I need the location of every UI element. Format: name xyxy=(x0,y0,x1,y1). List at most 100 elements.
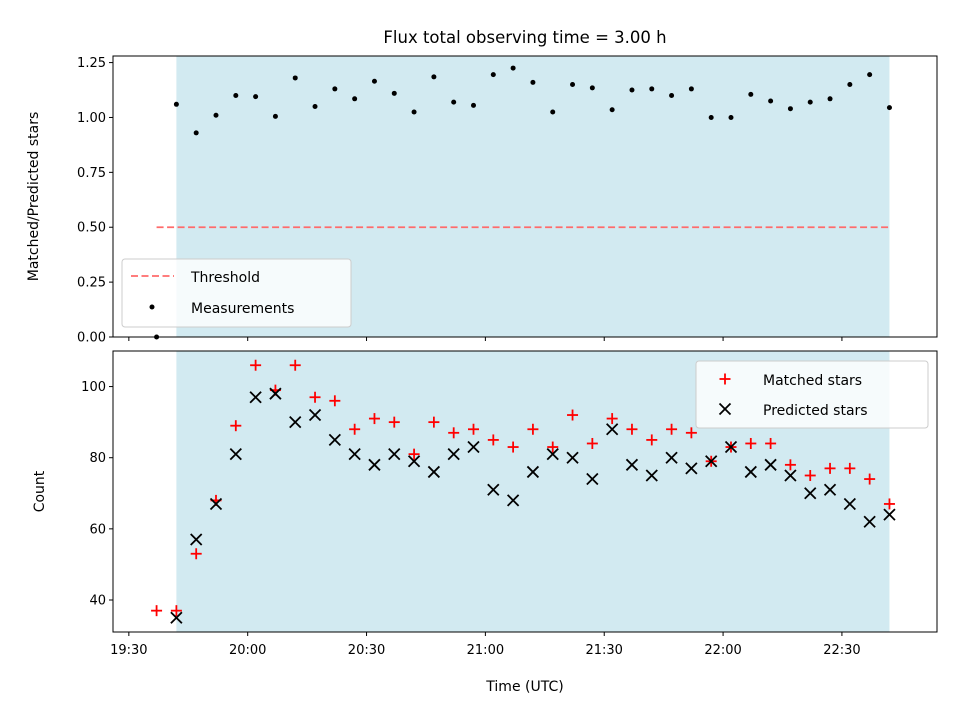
matched-point xyxy=(804,469,816,481)
legend-measurement-label: Measurements xyxy=(191,301,294,317)
predicted-point xyxy=(744,465,757,479)
measurement-point xyxy=(847,82,853,88)
predicted-point xyxy=(308,408,322,422)
matched-point xyxy=(586,437,598,449)
measurement-point xyxy=(233,93,239,99)
measurement-point xyxy=(649,86,655,92)
matched-point xyxy=(567,409,579,421)
matched-point xyxy=(864,473,876,485)
measurement-point xyxy=(787,106,793,112)
matched-point xyxy=(606,413,618,425)
measurement-point xyxy=(490,72,496,78)
measurement-point xyxy=(530,79,536,85)
predicted-point xyxy=(586,472,599,486)
legend-threshold-label: Threshold xyxy=(190,270,260,286)
y-tick-label: 1.00 xyxy=(77,111,106,126)
cross-bar xyxy=(804,487,817,500)
predicted-point xyxy=(823,483,837,496)
matched-point xyxy=(527,423,539,435)
y-tick-label: 0.00 xyxy=(77,331,106,346)
cross-bar xyxy=(407,455,421,468)
predicted-point xyxy=(705,455,718,468)
y-tick-label: 40 xyxy=(89,593,106,608)
cross-bar xyxy=(328,433,341,447)
predicted-point xyxy=(269,387,282,400)
cross-bar xyxy=(388,448,401,461)
measurement-point xyxy=(272,113,278,119)
cross-bar xyxy=(348,448,361,461)
legend-measurement-swatch xyxy=(149,304,155,310)
measurement-point xyxy=(550,109,556,115)
matched-point xyxy=(151,605,163,617)
predicted-point xyxy=(348,448,361,461)
cross-bar xyxy=(427,465,441,479)
cross-bar xyxy=(784,469,797,482)
x-tick-label: 21:00 xyxy=(467,643,504,658)
cross-bar xyxy=(447,448,460,461)
predicted-point xyxy=(724,440,738,454)
measurement-point xyxy=(807,99,813,105)
cross-bar xyxy=(645,469,658,482)
cross-bar xyxy=(368,458,381,471)
legend-matched-swatch xyxy=(719,373,731,385)
predicted-point xyxy=(506,494,520,507)
predicted-point xyxy=(843,497,856,511)
cross-bar xyxy=(229,448,242,461)
ratio-legend: Threshold Measurements xyxy=(121,258,352,328)
predicted-point xyxy=(190,533,203,546)
cross-bar xyxy=(606,423,619,436)
chart-title: Flux total observing time = 3.00 h xyxy=(383,28,666,47)
cross-bar xyxy=(718,402,732,416)
measurement-point xyxy=(213,112,219,118)
y-tick-label: 80 xyxy=(89,451,106,466)
count-x-ticks: 19:30 20:00 20:30 21:00 21:30 22:00 22:30 xyxy=(110,632,861,658)
cross-bar xyxy=(467,440,480,454)
cross-bar xyxy=(269,387,282,400)
measurement-point xyxy=(510,65,516,71)
measurement-points xyxy=(154,65,892,340)
x-tick-label: 20:00 xyxy=(229,643,266,658)
count-axes-frame xyxy=(112,350,938,633)
measurement-point xyxy=(312,103,318,109)
ratio-y-ticks: 0.00 0.25 0.50 0.75 1.00 1.25 xyxy=(77,56,113,346)
measurement-point xyxy=(867,72,873,78)
predicted-point xyxy=(863,515,876,528)
measurement-point xyxy=(570,82,576,88)
measurement-point xyxy=(688,86,694,92)
y-tick-label: 60 xyxy=(89,522,106,537)
predicted-point xyxy=(229,448,242,461)
cross-bar xyxy=(665,451,678,464)
matched-point xyxy=(745,437,757,449)
measurement-point xyxy=(193,130,199,136)
cross-bar xyxy=(843,497,856,511)
cross-bar xyxy=(724,440,738,454)
x-tick-label: 21:30 xyxy=(585,643,622,658)
predicted-point xyxy=(566,451,579,464)
predicted-point xyxy=(289,416,302,429)
cross-bar xyxy=(705,455,718,468)
measurement-point xyxy=(451,99,457,105)
matched-point xyxy=(408,448,420,460)
cross-bar xyxy=(506,494,520,507)
predicted-point xyxy=(606,423,619,436)
measurement-point xyxy=(827,96,833,102)
count-y-ticks: 40 60 80 100 xyxy=(81,380,113,608)
matched-point xyxy=(329,395,341,407)
predicted-point xyxy=(625,458,639,471)
ratio-panel: Flux total observing time = 3.00 h 0.000… xyxy=(26,28,938,346)
cross-bar xyxy=(744,465,757,479)
predicted-point xyxy=(804,487,817,500)
matched-point xyxy=(230,420,242,432)
measurement-point xyxy=(411,109,417,115)
count-legend-box xyxy=(695,360,929,429)
cross-bar xyxy=(308,408,322,422)
matched-point xyxy=(289,359,301,371)
cross-bar xyxy=(526,465,540,479)
predicted-point xyxy=(645,469,658,482)
predicted-point xyxy=(407,455,421,468)
matched-point xyxy=(784,459,796,471)
predicted-point xyxy=(427,465,441,479)
count-panel: 40 60 80 100 19:30 20:00 20:30 21:00 21:30 22:00… xyxy=(32,350,938,695)
cross-bar xyxy=(863,515,876,528)
predicted-point xyxy=(209,497,223,511)
